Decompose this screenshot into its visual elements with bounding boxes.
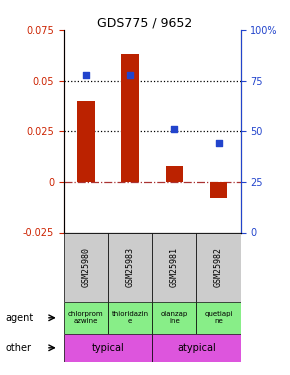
Text: quetiapi
ne: quetiapi ne — [204, 311, 233, 324]
Text: GSM25980: GSM25980 — [81, 247, 90, 287]
Point — [128, 72, 133, 78]
Bar — [152, 302, 197, 334]
Text: agent: agent — [6, 313, 34, 323]
Text: chlorprom
azwine: chlorprom azwine — [68, 311, 104, 324]
Point — [216, 140, 221, 146]
Point — [84, 72, 88, 78]
Text: atypical: atypical — [177, 343, 216, 353]
Bar — [64, 334, 152, 362]
Bar — [64, 232, 108, 302]
Bar — [166, 166, 183, 182]
Point — [172, 126, 177, 132]
Text: typical: typical — [92, 343, 124, 353]
Text: GSM25981: GSM25981 — [170, 247, 179, 287]
Bar — [108, 302, 152, 334]
Bar — [152, 334, 241, 362]
Bar — [64, 302, 108, 334]
Bar — [210, 182, 227, 198]
Text: other: other — [6, 343, 32, 353]
Bar — [121, 54, 139, 182]
Bar — [77, 101, 95, 182]
Text: olanzap
ine: olanzap ine — [161, 311, 188, 324]
Text: GSM25983: GSM25983 — [126, 247, 135, 287]
Bar — [152, 232, 197, 302]
Bar — [108, 232, 152, 302]
Text: thioridazin
e: thioridazin e — [112, 311, 149, 324]
Bar — [196, 232, 241, 302]
Bar — [196, 302, 241, 334]
Text: GSM25982: GSM25982 — [214, 247, 223, 287]
Text: GDS775 / 9652: GDS775 / 9652 — [97, 17, 193, 30]
